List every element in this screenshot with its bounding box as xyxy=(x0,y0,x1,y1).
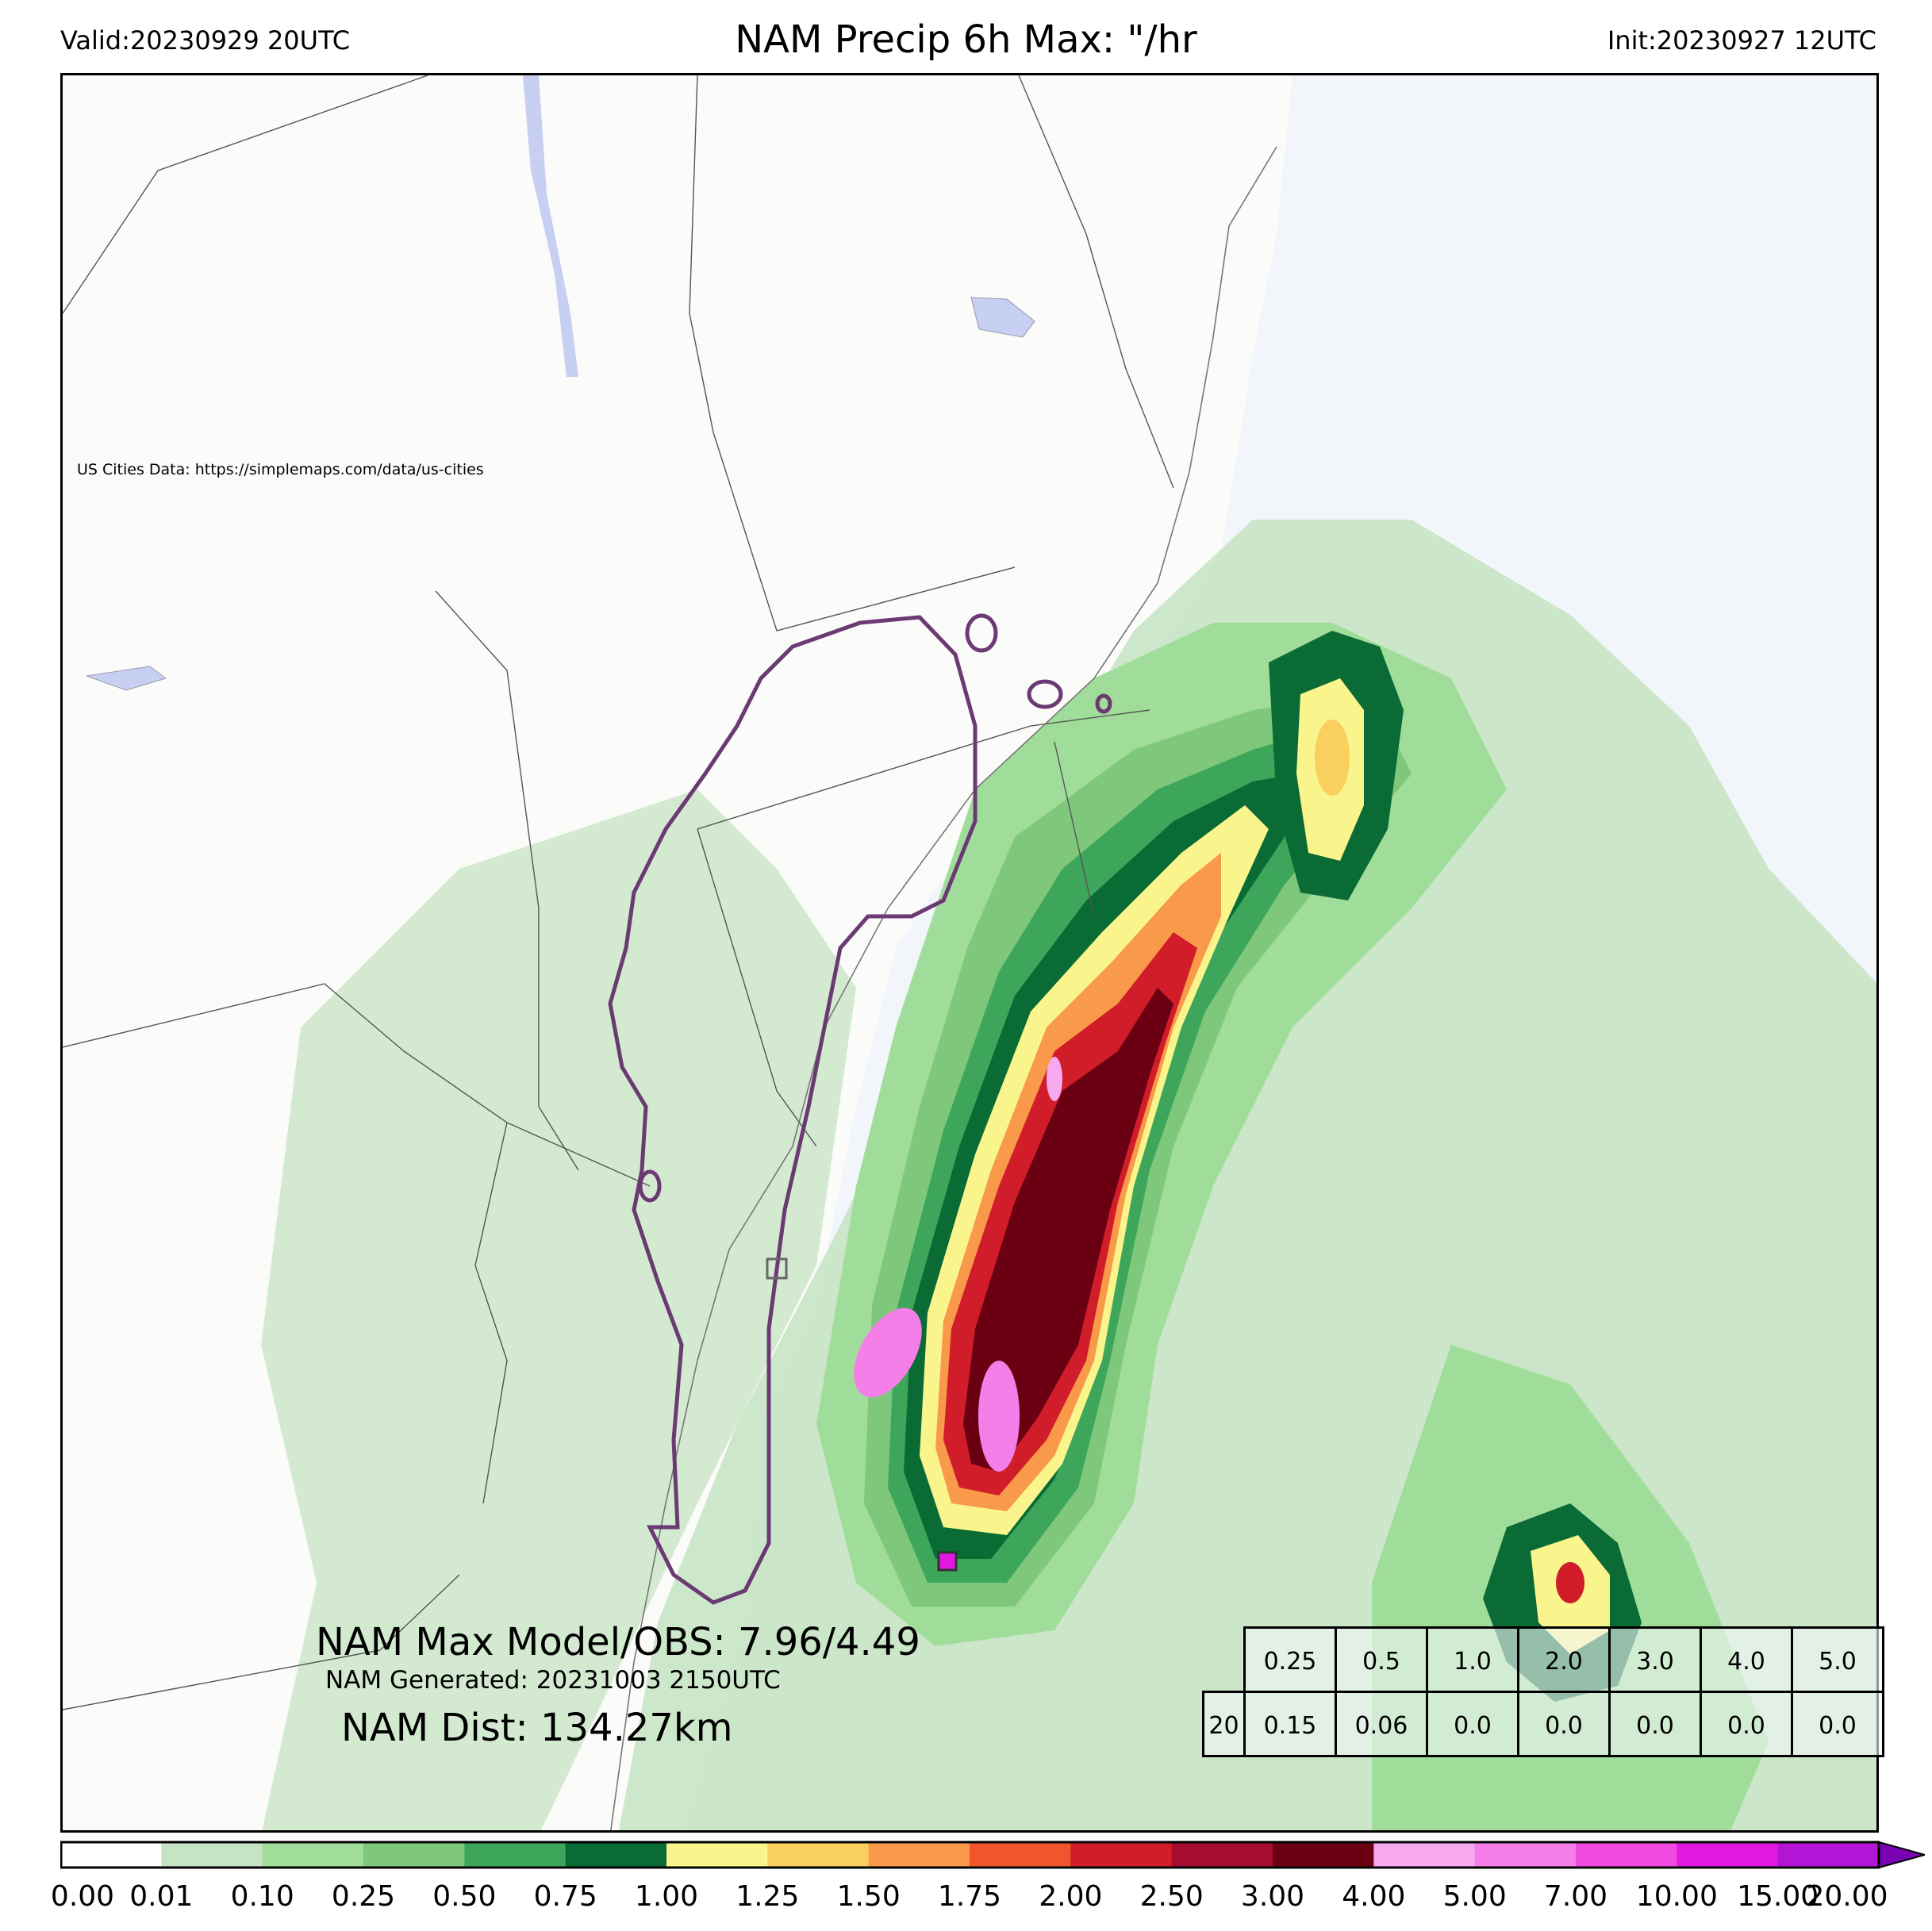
colorbar-tick-label: 0.50 xyxy=(432,1880,497,1913)
obs-contour-small-3 xyxy=(1095,693,1112,714)
colorbar-tick-label: 1.00 xyxy=(634,1880,699,1913)
threshold-value-cell: 0.06 xyxy=(1335,1691,1428,1757)
colorbar-tick-label: 0.10 xyxy=(230,1880,294,1913)
obs-contour-small-2 xyxy=(1027,679,1063,709)
state-boundaries xyxy=(63,75,1174,1710)
colorbar-segment xyxy=(868,1842,970,1868)
colorbar xyxy=(60,1841,1925,1869)
colorbar-tick-label: 1.25 xyxy=(736,1880,800,1913)
precip-shade-land xyxy=(261,789,856,1830)
lake-1 xyxy=(970,297,1035,338)
colorbar-extend-arrow xyxy=(1878,1841,1925,1869)
obs-contour xyxy=(608,615,978,1605)
threshold-header-cell: 3.0 xyxy=(1608,1626,1702,1693)
colorbar-tick-label: 10.00 xyxy=(1635,1880,1718,1913)
colorbar-tick-label: 15.00 xyxy=(1737,1880,1819,1913)
data-credit: US Cities Data: https://simplemaps.com/d… xyxy=(77,461,484,478)
precip-core-3 xyxy=(1047,1057,1062,1101)
obs-station-marker xyxy=(766,1257,788,1280)
colorbar-segment xyxy=(161,1842,263,1868)
colorbar-segment xyxy=(363,1842,465,1868)
colorbar-segment xyxy=(565,1842,667,1868)
colorbar-segment xyxy=(666,1842,768,1868)
threshold-header-cell: 1.0 xyxy=(1426,1626,1519,1693)
threshold-value-cell: 20 xyxy=(1202,1691,1246,1757)
distance-value: NAM Dist: 134.27km xyxy=(341,1706,733,1750)
threshold-header-cell: 4.0 xyxy=(1700,1626,1793,1693)
threshold-value-cell: 0.0 xyxy=(1791,1691,1884,1757)
colorbar-segment xyxy=(1576,1842,1677,1868)
precip-core-2 xyxy=(978,1361,1020,1472)
colorbar-tick-label: 0.00 xyxy=(50,1880,115,1913)
river-1 xyxy=(523,75,578,377)
colorbar-tick-label: 0.01 xyxy=(129,1880,194,1913)
init-time: Init:20230927 12UTC xyxy=(1607,25,1876,56)
max-model-obs: NAM Max Model/OBS: 7.96/4.49 xyxy=(316,1620,920,1664)
obs-contour-small-4 xyxy=(638,1169,662,1203)
threshold-header-cell: 0.5 xyxy=(1335,1626,1428,1693)
precip-map[interactable]: US Cities Data: https://simplemaps.com/d… xyxy=(60,73,1879,1833)
precip-blob-ne-orange xyxy=(1315,720,1350,796)
threshold-value-cell: 0.0 xyxy=(1700,1691,1793,1757)
colorbar-segment xyxy=(1373,1842,1476,1868)
colorbar-segment xyxy=(1677,1842,1779,1868)
map-canvas xyxy=(63,75,1876,1830)
colorbar-tick-label: 0.75 xyxy=(533,1880,597,1913)
colorbar-segment xyxy=(60,1842,162,1868)
colorbar-segment xyxy=(1273,1842,1374,1868)
precip-shade-3-00 xyxy=(963,988,1173,1472)
colorbar-tick-label: 5.00 xyxy=(1442,1880,1507,1913)
precip-core-1 xyxy=(854,1307,922,1398)
map-title: NAM Precip 6h Max: "/hr xyxy=(735,17,1197,62)
colorbar-tick-label: 3.00 xyxy=(1240,1880,1305,1913)
colorbar-segment xyxy=(970,1842,1071,1868)
colorbar-segment xyxy=(1171,1842,1273,1868)
threshold-value-cell: 0.0 xyxy=(1517,1691,1611,1757)
colorbar-tick-label: 1.75 xyxy=(937,1880,1002,1913)
threshold-value-cell: 0.0 xyxy=(1426,1691,1519,1757)
colorbar-border xyxy=(60,1841,1880,1869)
colorbar-segment xyxy=(1070,1842,1173,1868)
colorbar-tick-label: 7.00 xyxy=(1543,1880,1608,1913)
threshold-header-cell: 2.0 xyxy=(1517,1626,1611,1693)
station-marker xyxy=(937,1551,958,1572)
colorbar-segment xyxy=(1777,1842,1880,1868)
valid-time: Valid:20230929 20UTC xyxy=(60,25,351,56)
colorbar-tick-label: 20.00 xyxy=(1806,1880,1888,1913)
colorbar-tick-label: 0.25 xyxy=(331,1880,396,1913)
threshold-value-cell: 0.15 xyxy=(1243,1691,1337,1757)
colorbar-tick-label: 4.00 xyxy=(1342,1880,1406,1913)
threshold-header-cell: 5.0 xyxy=(1791,1626,1884,1693)
colorbar-tick-label: 2.00 xyxy=(1039,1880,1103,1913)
colorbar-tick-label: 1.50 xyxy=(836,1880,901,1913)
threshold-header-cell: 0.25 xyxy=(1243,1626,1337,1693)
generated-time: NAM Generated: 20231003 2150UTC xyxy=(325,1666,781,1695)
colorbar-tick-label: 2.50 xyxy=(1139,1880,1204,1913)
colorbar-segment xyxy=(1474,1842,1577,1868)
lake-2 xyxy=(86,666,167,691)
colorbar-segment xyxy=(464,1842,567,1868)
obs-contour-small-1 xyxy=(965,613,998,653)
colorbar-segment xyxy=(767,1842,870,1868)
colorbar-segment xyxy=(262,1842,364,1868)
precip-blob-se-red xyxy=(1556,1562,1584,1603)
threshold-value-cell: 0.0 xyxy=(1608,1691,1702,1757)
